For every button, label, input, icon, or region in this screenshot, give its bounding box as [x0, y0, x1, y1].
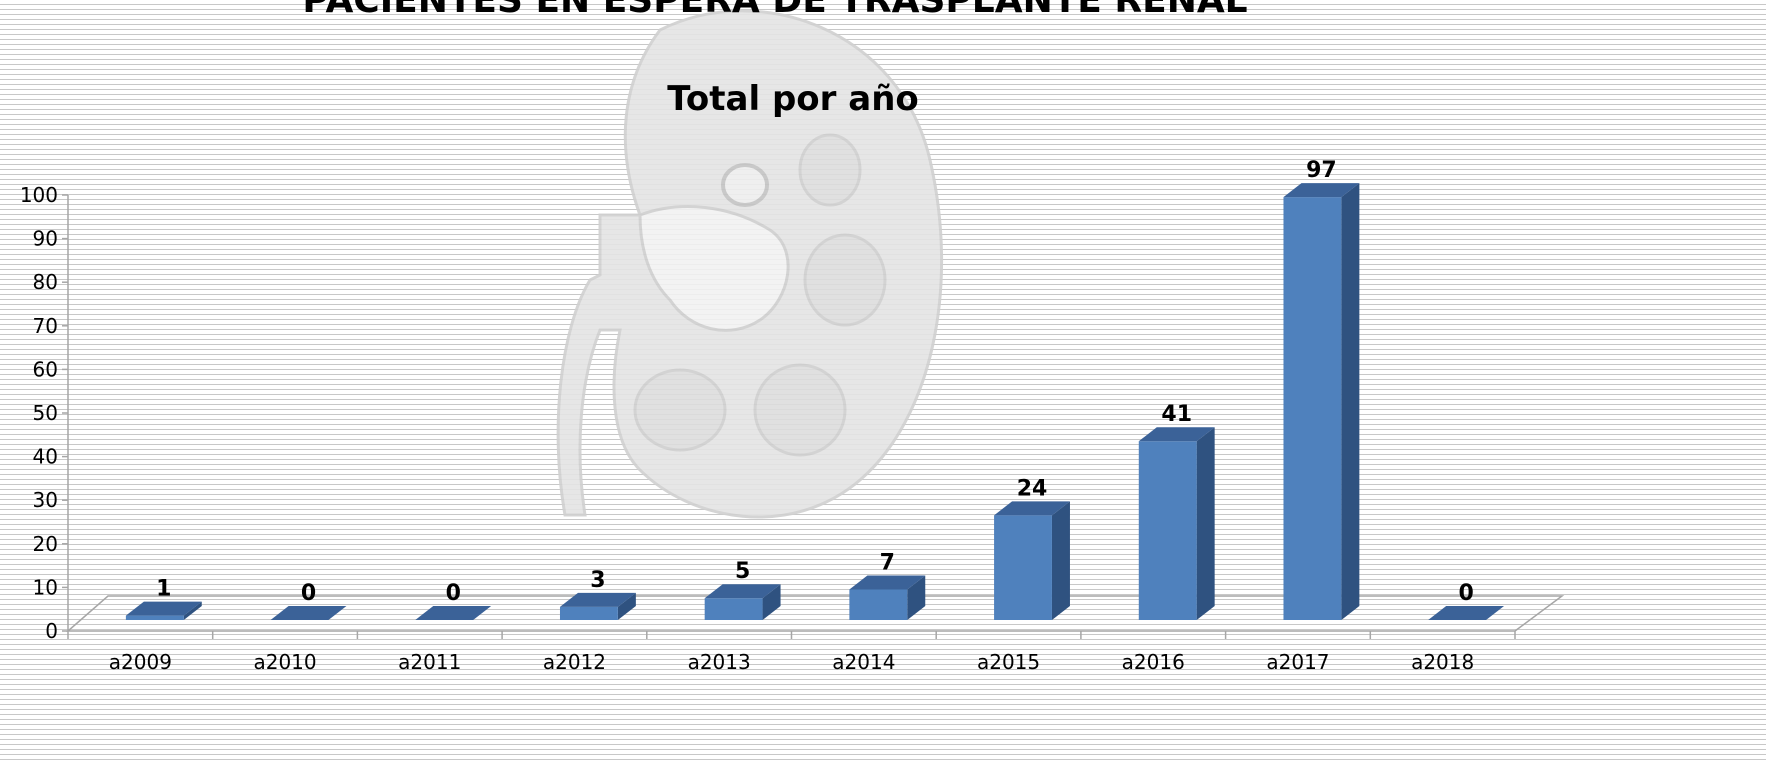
bar	[125, 601, 202, 620]
chart-title: PACIENTES EN ESPERA DE TRASPLANTE RENAL	[302, 0, 1247, 21]
bar-front	[1138, 441, 1197, 620]
x-tick-label: a2016	[1122, 650, 1185, 674]
bar-top	[994, 501, 1070, 516]
kidney-illustration	[556, 9, 944, 519]
chart-subtitle: Total por año	[667, 79, 919, 119]
y-tick-label: 80	[33, 270, 58, 294]
x-tick-label: a2015	[977, 650, 1040, 674]
bar-top	[704, 584, 781, 599]
bar-top	[559, 592, 636, 607]
data-label: 0	[1458, 581, 1473, 606]
y-tick-label: 40	[33, 445, 58, 469]
bar-top	[849, 575, 926, 590]
x-tick-label: a2012	[543, 650, 606, 674]
bar-side	[617, 592, 636, 620]
bar	[559, 592, 636, 620]
data-label: 5	[735, 559, 750, 584]
bar-side	[907, 575, 926, 620]
bar-side	[762, 584, 781, 620]
y-tick-label: 50	[33, 401, 58, 425]
y-tick-label: 90	[33, 227, 58, 251]
bar-side	[1196, 427, 1215, 620]
bar	[849, 575, 926, 620]
x-tick-label: a2011	[398, 650, 461, 674]
bar-top	[415, 606, 492, 620]
bar-front	[1283, 197, 1342, 620]
y-tick-label: 60	[33, 357, 58, 381]
bar-side	[1051, 501, 1070, 620]
data-label: 1	[156, 577, 171, 602]
bar-side	[1341, 183, 1360, 620]
bar	[1428, 606, 1505, 620]
bar	[1138, 427, 1215, 620]
x-tick-label: a2014	[832, 650, 895, 674]
x-tick-label: a2013	[688, 650, 751, 674]
bar	[270, 606, 347, 620]
bar	[415, 606, 492, 620]
bar-top	[1138, 427, 1215, 442]
y-tick-label: 100	[20, 183, 58, 207]
bar-top	[1283, 183, 1360, 198]
bar-top	[270, 606, 347, 620]
y-tick-label: 30	[33, 488, 58, 512]
bar-front	[994, 515, 1052, 620]
bar-top	[125, 601, 202, 616]
data-label: 3	[590, 568, 605, 593]
bar	[1283, 183, 1360, 620]
x-tick-label: a2018	[1411, 650, 1474, 674]
data-label: 97	[1306, 158, 1337, 183]
bar-side	[183, 601, 202, 620]
bar-front	[849, 589, 908, 620]
bar	[994, 501, 1070, 620]
bar-front	[125, 615, 184, 620]
data-label: 41	[1161, 402, 1192, 427]
bar	[704, 584, 781, 620]
x-tick-label: a2010	[253, 650, 316, 674]
x-tick-label: a2009	[109, 650, 172, 674]
floor	[66, 595, 1565, 632]
data-label: 7	[880, 550, 895, 575]
data-label: 0	[301, 581, 316, 606]
y-tick-label: 20	[33, 532, 58, 556]
data-label: 24	[1017, 476, 1048, 501]
y-tick-label: 0	[45, 619, 58, 643]
bar-front	[704, 598, 763, 620]
y-tick-label: 70	[33, 314, 58, 338]
y-tick-label: 10	[33, 575, 58, 599]
x-tick-label: a2017	[1266, 650, 1329, 674]
data-label: 0	[446, 581, 461, 606]
bar-front	[559, 606, 618, 620]
bar-top	[1428, 606, 1505, 620]
